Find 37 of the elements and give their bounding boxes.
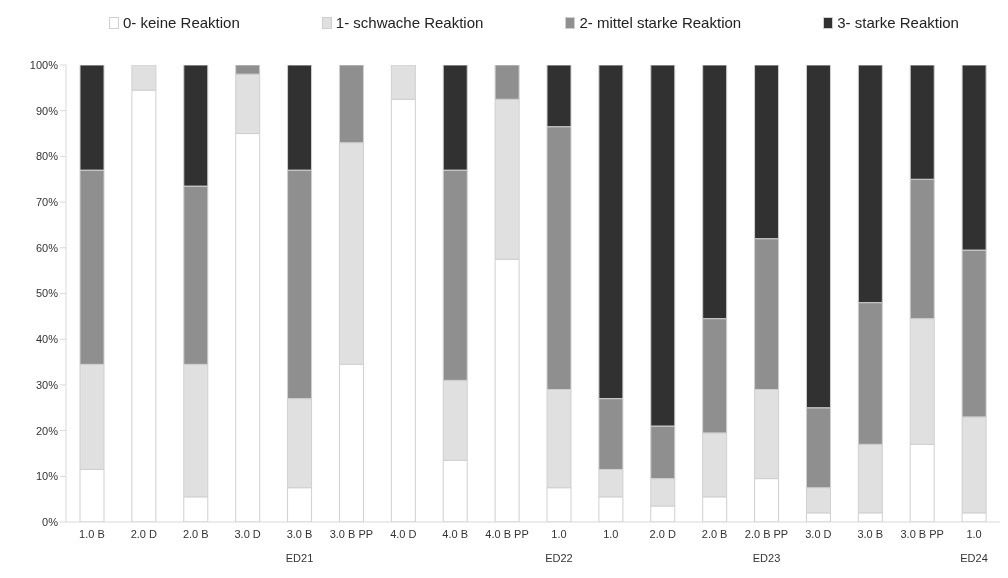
y-tick-label: 10% [35, 470, 59, 483]
x-tick-label: 3.0 D [234, 527, 261, 540]
text: ED22 [544, 552, 574, 564]
y-tick-label: 40% [35, 333, 59, 346]
x-tick-label: 1.0 B [79, 527, 105, 540]
y-tick-label: 70% [35, 196, 59, 209]
x-tick-label: 2.0 B PP [744, 527, 789, 540]
text: ED24 [959, 552, 989, 564]
y-tick-label: 80% [35, 150, 59, 163]
x-tick-label: 3.0 B PP [329, 527, 374, 540]
y-tick-label: 30% [35, 378, 59, 391]
legend-label: 3- starke Reaktion [836, 14, 959, 31]
text: ED21 [284, 552, 315, 564]
y-tick-label: 100% [29, 58, 59, 71]
y-tick-label: 50% [35, 287, 59, 300]
legend-label: 2- mittel starke Reaktion [578, 14, 742, 31]
x-tick-label: 3.0 B [857, 527, 884, 540]
x-tick-label: 4.0 D [390, 527, 417, 540]
x-tick-label: 4.0 B [442, 527, 469, 540]
x-tick-label: 3.0 B PP [900, 527, 944, 540]
legend-label: 1- schwache Reaktion [334, 14, 484, 31]
x-tick-label: 4.0 B PP [485, 527, 529, 540]
y-tick-label: 0% [42, 515, 59, 528]
y-tick-label: 90% [35, 104, 59, 117]
x-tick-label: 2.0 D [649, 527, 676, 540]
x-tick-label: 3.0 D [805, 527, 832, 540]
x-tick-label: 2.0 D [130, 527, 158, 540]
x-tick-label: 2.0 B [701, 527, 728, 540]
y-tick-label: 20% [35, 424, 59, 437]
x-tick-label: 2.0 B [182, 527, 209, 540]
text: ED23 [751, 552, 782, 564]
y-tick-label: 60% [35, 241, 59, 254]
x-tick-label: 1.0 [966, 527, 982, 540]
x-tick-label: 1.0 [551, 527, 567, 540]
legend-label: 0- keine Reaktion [122, 14, 240, 31]
x-tick-label: 1.0 [603, 527, 619, 540]
x-tick-label: 3.0 B [286, 527, 313, 540]
